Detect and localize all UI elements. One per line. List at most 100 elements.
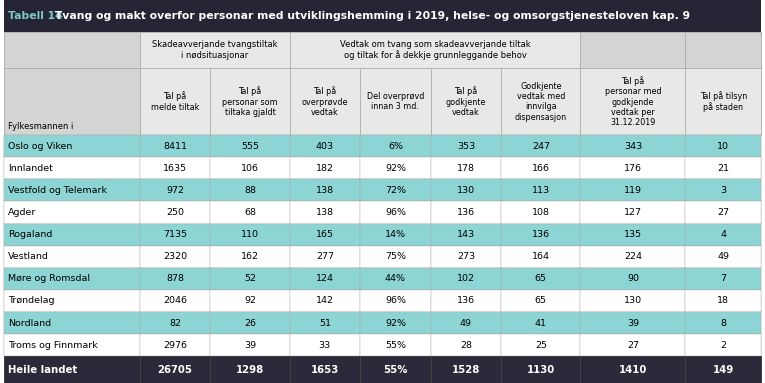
Bar bbox=[360, 157, 431, 179]
Text: 92%: 92% bbox=[385, 319, 406, 327]
Bar bbox=[289, 68, 360, 135]
Bar bbox=[210, 246, 289, 268]
Bar bbox=[360, 179, 431, 201]
Text: Troms og Finnmark: Troms og Finnmark bbox=[8, 340, 97, 350]
Bar bbox=[501, 201, 581, 224]
Bar bbox=[210, 201, 289, 224]
Text: Tal på
personar som
tiltaka gjaldt: Tal på personar som tiltaka gjaldt bbox=[222, 86, 278, 117]
Bar bbox=[4, 312, 140, 334]
Bar bbox=[431, 290, 501, 312]
Text: 8411: 8411 bbox=[163, 142, 187, 151]
Bar bbox=[4, 0, 761, 32]
Bar bbox=[581, 356, 685, 383]
Bar bbox=[431, 135, 501, 157]
Bar bbox=[140, 334, 210, 356]
Text: Tal på
personar med
godkjende
vedtak per
31.12.2019: Tal på personar med godkjende vedtak per… bbox=[604, 76, 661, 128]
Bar bbox=[210, 268, 289, 290]
Bar bbox=[501, 135, 581, 157]
Bar bbox=[685, 32, 761, 68]
Text: 96%: 96% bbox=[385, 296, 406, 305]
Bar bbox=[4, 201, 140, 224]
Text: 162: 162 bbox=[241, 252, 259, 261]
Text: Tal på
melde tiltak: Tal på melde tiltak bbox=[151, 92, 199, 112]
Text: 75%: 75% bbox=[385, 252, 406, 261]
Bar bbox=[360, 290, 431, 312]
Bar bbox=[431, 68, 501, 135]
Text: Agder: Agder bbox=[8, 208, 36, 217]
Text: 92%: 92% bbox=[385, 164, 406, 173]
Bar bbox=[581, 312, 685, 334]
Bar bbox=[4, 32, 761, 68]
Bar bbox=[685, 356, 761, 383]
Text: Møre og Romsdal: Møre og Romsdal bbox=[8, 274, 90, 283]
Text: Heile landet: Heile landet bbox=[8, 365, 77, 375]
Text: 143: 143 bbox=[457, 230, 475, 239]
Bar bbox=[210, 356, 289, 383]
Text: 353: 353 bbox=[457, 142, 475, 151]
Text: 178: 178 bbox=[457, 164, 475, 173]
Text: Oslo og Viken: Oslo og Viken bbox=[8, 142, 72, 151]
Bar bbox=[140, 179, 210, 201]
Text: 96%: 96% bbox=[385, 208, 406, 217]
Bar bbox=[210, 312, 289, 334]
Bar bbox=[360, 334, 431, 356]
Bar bbox=[581, 290, 685, 312]
Bar bbox=[431, 201, 501, 224]
Bar bbox=[501, 290, 581, 312]
Bar bbox=[431, 224, 501, 246]
Bar bbox=[685, 312, 761, 334]
Bar bbox=[140, 268, 210, 290]
Bar bbox=[289, 179, 360, 201]
Bar bbox=[289, 32, 581, 68]
Text: Nordland: Nordland bbox=[8, 319, 50, 327]
Text: 88: 88 bbox=[244, 186, 256, 195]
Bar bbox=[289, 356, 360, 383]
Bar bbox=[501, 68, 581, 135]
Text: 10: 10 bbox=[718, 142, 729, 151]
Text: 250: 250 bbox=[166, 208, 184, 217]
Bar bbox=[140, 356, 210, 383]
Bar bbox=[581, 68, 685, 135]
Bar bbox=[140, 224, 210, 246]
Text: Tal på
overprøvde
vedtak: Tal på overprøvde vedtak bbox=[301, 86, 348, 117]
Text: Tabell 14: Tabell 14 bbox=[8, 11, 63, 21]
Text: 224: 224 bbox=[624, 252, 642, 261]
Text: 138: 138 bbox=[316, 208, 334, 217]
Text: 176: 176 bbox=[624, 164, 642, 173]
Bar bbox=[4, 290, 761, 312]
Text: 27: 27 bbox=[718, 208, 729, 217]
Text: 65: 65 bbox=[535, 296, 547, 305]
Bar bbox=[4, 201, 761, 224]
Text: Innlandet: Innlandet bbox=[8, 164, 53, 173]
Bar bbox=[431, 268, 501, 290]
Text: 14%: 14% bbox=[385, 230, 406, 239]
Text: 1653: 1653 bbox=[311, 365, 339, 375]
Text: 113: 113 bbox=[532, 186, 550, 195]
Bar bbox=[685, 246, 761, 268]
Text: 51: 51 bbox=[319, 319, 330, 327]
Bar bbox=[4, 224, 761, 246]
Text: Rogaland: Rogaland bbox=[8, 230, 52, 239]
Bar bbox=[685, 290, 761, 312]
Bar bbox=[685, 268, 761, 290]
Text: 1130: 1130 bbox=[527, 365, 555, 375]
Bar bbox=[4, 268, 140, 290]
Bar bbox=[431, 246, 501, 268]
Text: 110: 110 bbox=[241, 230, 259, 239]
Text: 102: 102 bbox=[457, 274, 475, 283]
Bar bbox=[4, 157, 140, 179]
Text: 6%: 6% bbox=[388, 142, 403, 151]
Text: 2976: 2976 bbox=[163, 340, 187, 350]
Bar bbox=[289, 334, 360, 356]
Text: 25: 25 bbox=[535, 340, 547, 350]
Text: Trøndelag: Trøndelag bbox=[8, 296, 54, 305]
Text: 2046: 2046 bbox=[163, 296, 187, 305]
Bar bbox=[431, 356, 501, 383]
Text: 7: 7 bbox=[721, 274, 726, 283]
Text: 136: 136 bbox=[457, 296, 475, 305]
Text: 119: 119 bbox=[624, 186, 642, 195]
Bar bbox=[4, 135, 761, 157]
Bar bbox=[4, 356, 140, 383]
Bar bbox=[685, 201, 761, 224]
Text: 1528: 1528 bbox=[452, 365, 480, 375]
